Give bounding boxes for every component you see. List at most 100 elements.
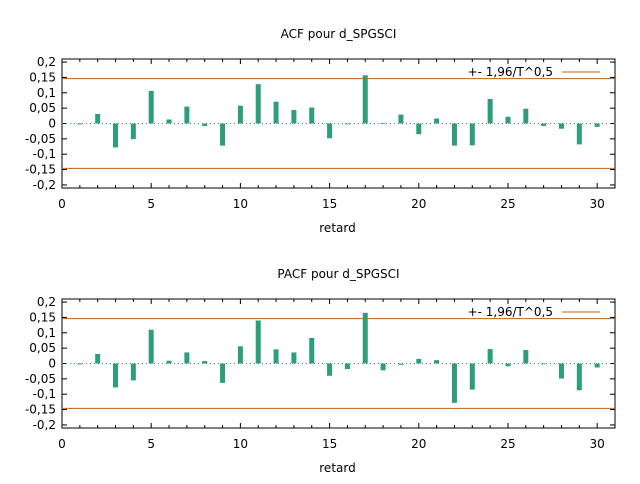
bar-lag-23 [469,363,475,390]
y-tick-label: 0,2 [37,295,56,309]
bar-lag-22 [451,363,457,403]
bar-lag-22 [451,123,457,146]
bar-lag-14 [309,107,315,124]
bar-lag-13 [291,352,297,364]
x-tick-label: 10 [233,197,248,211]
bar-lag-21 [434,118,440,124]
x-tick-label: 0 [58,197,66,211]
bar-lag-30 [594,123,600,127]
bar-lag-16 [344,123,350,125]
y-tick-label: 0,15 [29,70,56,84]
x-tick-label: 5 [147,437,155,451]
bar-lag-19 [398,363,404,365]
bar-lag-5 [148,329,154,364]
bar-lag-1 [77,123,83,125]
bar-lag-24 [487,98,493,124]
bar-lag-23 [469,123,475,146]
bar-lag-5 [148,90,154,124]
x-tick-label: 30 [590,437,605,451]
bar-lag-4 [130,363,136,381]
x-tick-label: 20 [411,197,426,211]
y-tick-label: 0,15 [29,310,56,324]
bar-lag-25 [505,363,511,367]
bar-lag-12 [273,101,279,124]
y-tick-label: 0 [48,357,56,371]
y-tick-label: 0,1 [37,326,56,340]
y-tick-label: 0,05 [29,101,56,115]
x-tick-label: 10 [233,437,248,451]
bar-lag-26 [523,108,529,124]
y-tick-label: -0,15 [25,403,56,417]
x-tick-label: 5 [147,197,155,211]
x-tick-label: 25 [500,437,515,451]
x-tick-label: 15 [322,197,337,211]
bar-lag-13 [291,109,297,124]
bar-lag-30 [594,363,600,368]
bar-lag-17 [362,75,368,124]
bar-lag-15 [327,123,333,139]
bar-lag-15 [327,363,333,376]
bar-lag-29 [576,123,582,145]
y-tick-label: -0,2 [33,178,56,192]
x-axis-label: retard [319,221,355,235]
bar-lag-17 [362,312,368,364]
y-tick-label: -0,2 [33,418,56,432]
y-tick-label: -0,05 [25,132,56,146]
bar-lag-20 [416,123,422,135]
bar-lag-27 [541,363,547,365]
bar-lag-18 [380,363,386,371]
bar-lag-29 [576,363,582,391]
chart-panel-acf: ACF pour d_SPGSCI0,20,150,10,050-0,05-0,… [25,27,616,235]
bar-lag-1 [77,363,83,365]
x-tick-label: 15 [322,437,337,451]
bar-lag-2 [95,353,101,364]
bar-lag-27 [541,123,547,126]
x-tick-label: 25 [500,197,515,211]
bar-lag-19 [398,114,404,124]
chart-title: PACF pour d_SPGSCI [277,267,399,281]
bar-lag-7 [184,352,190,364]
bar-lag-10 [237,105,243,124]
bar-lag-3 [113,123,119,148]
y-tick-label: 0,2 [37,55,56,69]
chart-panel-pacf: PACF pour d_SPGSCI0,20,150,10,050-0,05-0… [25,267,616,475]
bar-lag-11 [255,320,261,364]
bar-lag-6 [166,360,172,364]
bar-lag-24 [487,349,493,364]
bar-lag-12 [273,349,279,364]
bar-lag-25 [505,116,511,124]
bar-lag-10 [237,346,243,364]
bar-lag-14 [309,338,315,364]
bar-lag-20 [416,358,422,364]
bar-lag-8 [202,361,208,364]
chart-title: ACF pour d_SPGSCI [281,27,397,41]
bar-lag-18 [380,122,386,124]
y-tick-label: 0 [48,117,56,131]
x-axis-label: retard [319,461,355,475]
y-tick-label: -0,15 [25,163,56,177]
bar-lag-8 [202,123,208,126]
bar-lag-9 [220,123,226,146]
bar-lag-16 [344,363,350,370]
bar-lag-28 [558,363,564,379]
x-tick-label: 0 [58,437,66,451]
y-tick-label: 0,05 [29,341,56,355]
legend-label: +- 1,96/T^0,5 [468,305,553,319]
y-tick-label: -0,1 [33,147,56,161]
bar-lag-3 [113,363,119,388]
bar-lag-7 [184,106,190,124]
bar-lag-21 [434,360,440,364]
bar-lag-26 [523,349,529,364]
x-tick-label: 30 [590,197,605,211]
bar-lag-11 [255,84,261,124]
bar-lag-9 [220,363,226,383]
y-tick-label: 0,1 [37,86,56,100]
bar-lag-2 [95,113,101,124]
x-tick-label: 20 [411,437,426,451]
bar-lag-28 [558,123,564,129]
legend-label: +- 1,96/T^0,5 [468,65,553,79]
bar-lag-4 [130,123,136,140]
y-tick-label: -0,05 [25,372,56,386]
